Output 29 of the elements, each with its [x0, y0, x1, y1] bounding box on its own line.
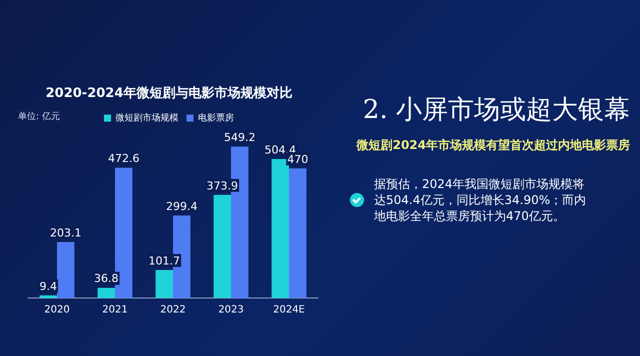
text: 微短剧2024年市场规模有望首次超过内地电影票房: [355, 137, 630, 154]
x-tick-label: 2021: [102, 304, 128, 316]
data-label: 373.9: [206, 179, 238, 192]
bar: [40, 295, 57, 298]
bar: [289, 168, 306, 298]
text: 据预估，2024年我国微短剧市场规模将达504.4亿元，同比增长34.90%；而内地电影全年总票房预计为470亿元。: [374, 176, 588, 224]
data-label: 36.8: [94, 272, 119, 286]
bar: [98, 288, 115, 298]
data-label: 203.1: [50, 226, 82, 240]
text: 2. 小屏市场或超大银幕: [362, 94, 630, 127]
x-tick-label: 2023: [218, 304, 244, 316]
data-label: 101.7: [148, 254, 180, 268]
data-label: 504.4: [264, 143, 296, 156]
x-tick-label: 2024E: [273, 304, 305, 316]
data-label: 470: [287, 152, 308, 166]
legend-label: 微短剧市场规模: [116, 112, 178, 124]
bar: [156, 270, 173, 298]
data-label: 9.4: [40, 280, 58, 293]
chart-title: 2020-2024年微短剧与电影市场规模对比: [46, 85, 292, 102]
data-label: 299.4: [166, 200, 198, 213]
bar: [272, 158, 289, 298]
x-tick-label: 2020: [44, 304, 70, 316]
bar: [57, 242, 74, 298]
data-label: 472.6: [108, 152, 140, 166]
text: 单位: 亿元: [18, 110, 60, 122]
bar: [214, 194, 231, 298]
x-tick-label: 2022: [160, 304, 186, 316]
data-label: 549.2: [224, 130, 256, 144]
legend-label: 电影票房: [198, 112, 234, 124]
